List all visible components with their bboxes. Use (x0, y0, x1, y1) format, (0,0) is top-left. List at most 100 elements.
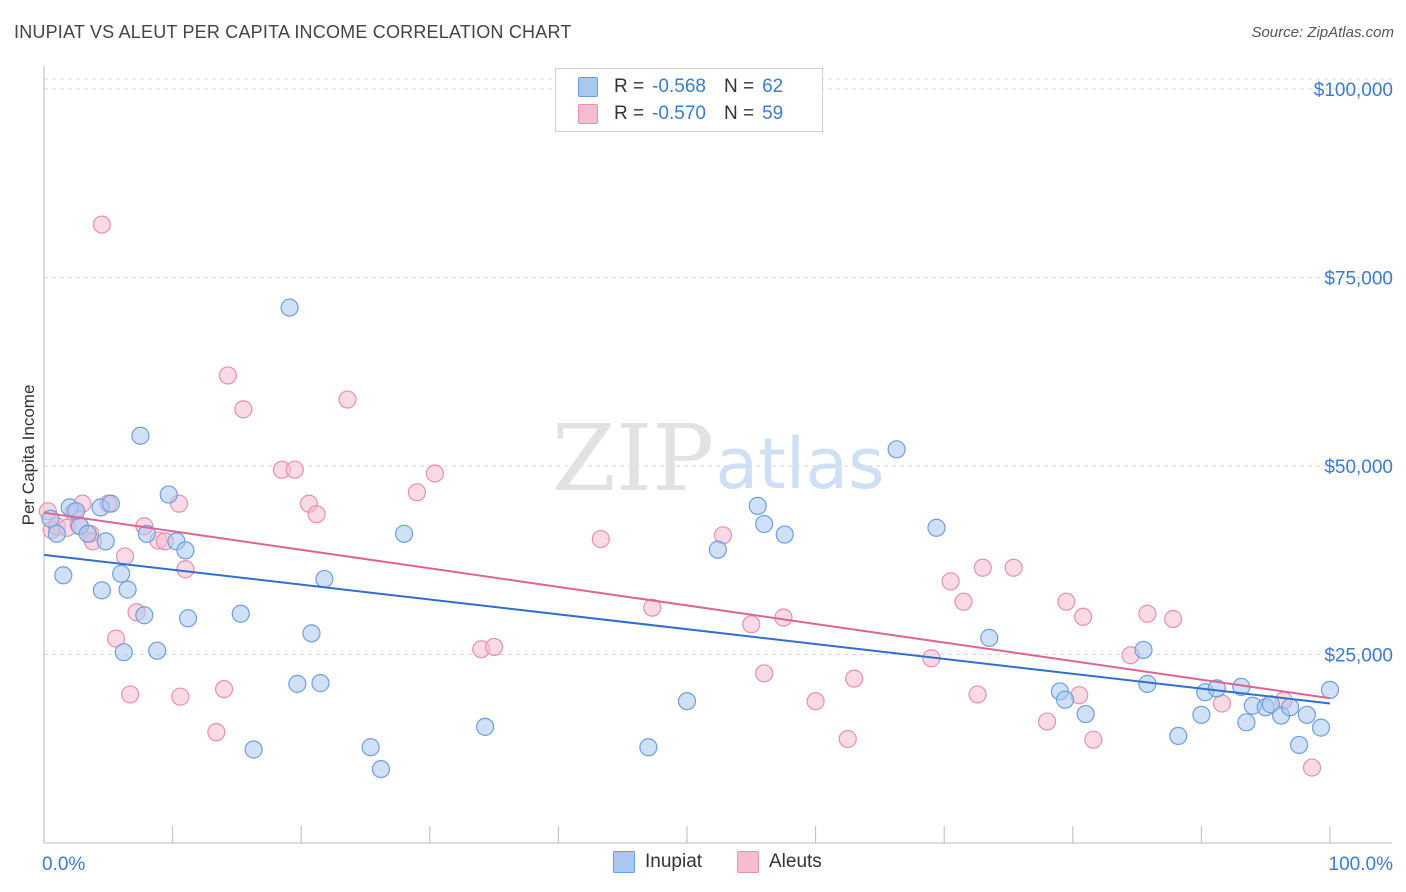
inupiat-point (1207, 679, 1226, 698)
inupiat-point (1320, 680, 1340, 700)
watermark-atlas: atlas (715, 423, 884, 505)
r-label: R = (614, 103, 645, 124)
aleut-point (755, 664, 774, 683)
aleuts-legend-label: Aleuts (769, 851, 822, 872)
inupiat-point (748, 496, 767, 515)
inupiat-point (639, 738, 658, 757)
inupiat-point (47, 524, 66, 543)
aleut-point (121, 685, 140, 704)
inupiat-point (887, 440, 906, 459)
aleut-point (115, 547, 135, 566)
inupiat-point (114, 643, 133, 662)
inupiat-point (755, 514, 774, 534)
inupiat-point (315, 569, 334, 589)
inupiat-point (1076, 704, 1095, 724)
aleut-point (171, 687, 190, 706)
aleut-swatch (578, 104, 598, 124)
x-tick-label: 100.0% (1329, 854, 1394, 875)
inupiat-point (1311, 718, 1331, 737)
source-credit: Source: ZipAtlas.com (1251, 24, 1394, 41)
aleut-point (591, 529, 610, 549)
x-tick-label: 0.0% (42, 854, 85, 875)
aleut-point (968, 685, 987, 704)
aleut-point (643, 598, 662, 617)
aleut-point (92, 215, 111, 234)
aleut-point (106, 629, 126, 648)
aleut-point (338, 390, 357, 409)
tick-labels: $25,000 $50,000 $75,000 $100,000 0.0% 100.0% (42, 80, 1393, 875)
y-tick-label: $50,000 (1324, 457, 1393, 478)
inupiat-point (980, 628, 999, 647)
aleut-point (742, 615, 761, 634)
inupiat-legend-swatch (613, 851, 635, 873)
n-label: N = (723, 103, 755, 124)
legend-item-inupiat[interactable]: Inupiat (613, 851, 702, 873)
inupiat-point (231, 604, 250, 623)
y-tick-label: $75,000 (1324, 268, 1393, 289)
n-value: 62 (762, 76, 784, 97)
legend-item-aleuts[interactable]: Aleuts (737, 851, 822, 873)
aleut-point (207, 723, 226, 742)
inupiat-point (1297, 705, 1316, 724)
aleut-point (218, 366, 237, 385)
aleuts-legend-swatch (737, 851, 759, 873)
inupiat-point (101, 494, 120, 513)
legend-row-aleut: R = -0.570 N = 59 (578, 101, 783, 127)
inupiat-legend-label: Inupiat (645, 851, 703, 872)
aleut-point (1073, 607, 1093, 626)
r-value: -0.570 (652, 103, 706, 124)
aleut-point (176, 560, 195, 579)
inupiat-point (775, 525, 794, 544)
aleut-point (806, 692, 825, 711)
inupiat-point (1192, 705, 1211, 724)
aleut-point (407, 483, 427, 502)
r-value: -0.568 (652, 76, 706, 97)
aleut-point (307, 505, 326, 524)
inupiat-point (371, 759, 391, 779)
inupiat-point (159, 485, 178, 504)
aleut-point (845, 669, 864, 688)
aleut-point (1084, 730, 1103, 749)
correlation-legend: R = -0.568 N = 62 R = -0.570 N = 59 (555, 68, 823, 132)
legend-row-inupiat: R = -0.568 N = 62 (578, 74, 783, 100)
inupiat-point (1290, 735, 1309, 755)
inupiat-point (112, 564, 131, 583)
inupiat-point (176, 541, 195, 560)
inupiat-point (1169, 726, 1188, 746)
aleut-point (1212, 694, 1232, 713)
y-tick-label: $25,000 (1324, 645, 1393, 666)
aleut-point (954, 592, 973, 611)
inupiat-point (78, 524, 97, 543)
inupiat-point (54, 566, 73, 585)
inupiat-point (178, 609, 198, 628)
y-axis-label: Per Capita Income (19, 385, 38, 526)
inupiat-point (311, 674, 330, 693)
aleut-point (485, 637, 504, 657)
inupiat-point (1237, 713, 1256, 732)
aleut-point (941, 572, 960, 591)
watermark-zip: ZIP (552, 405, 714, 512)
inupiat-trend-line (43, 553, 1331, 705)
inupiat-point (1281, 698, 1300, 717)
aleut-point (234, 400, 253, 419)
inupiat-point (92, 581, 111, 600)
inupiat-swatch (578, 77, 598, 97)
aleut-point (425, 464, 445, 483)
inupiat-point (361, 738, 380, 757)
aleut-point (1138, 604, 1157, 623)
aleut-point (973, 558, 992, 577)
watermark: ZIP atlas (552, 405, 885, 512)
inupiat-point (135, 606, 154, 625)
inupiat-point (394, 524, 414, 543)
inupiat-point (677, 692, 697, 711)
inupiat-point (280, 298, 299, 317)
grid-lines (44, 78, 1392, 655)
inupiat-point (288, 674, 307, 693)
inupiat-point (475, 717, 495, 736)
inupiat-point (302, 624, 321, 643)
axes (43, 66, 1392, 844)
n-label: N = (723, 76, 755, 97)
inupiat-point (1055, 690, 1075, 709)
aleut-point (1057, 592, 1076, 611)
